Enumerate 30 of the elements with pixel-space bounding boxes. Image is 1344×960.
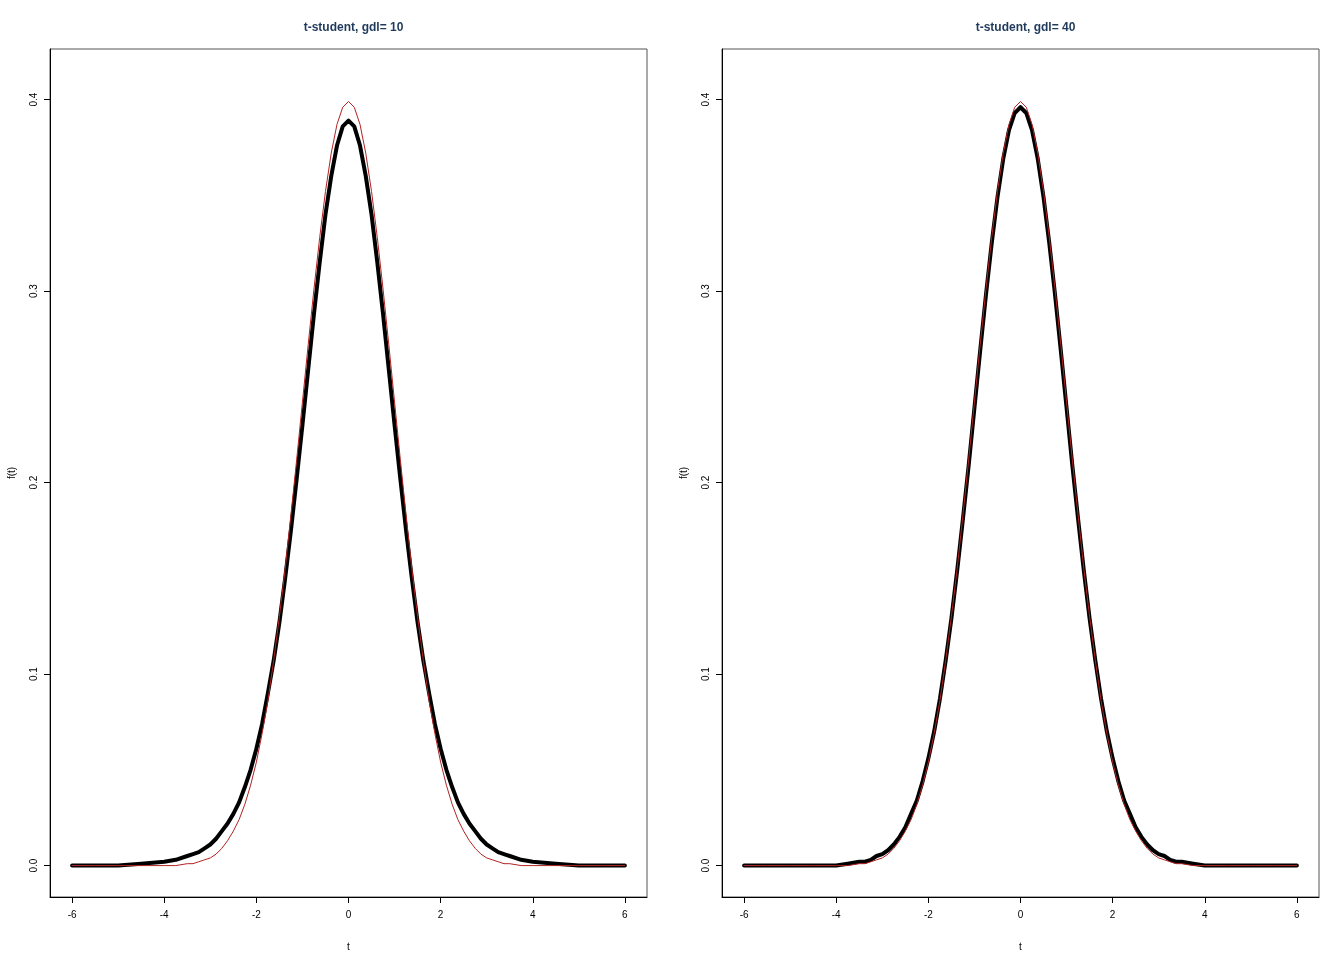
y-tick-label: 0.4 bbox=[27, 92, 39, 107]
y-axis-title: f(t) bbox=[677, 466, 689, 480]
x-tick-label: 2 bbox=[437, 908, 444, 920]
y-tick-label: 0.3 bbox=[27, 283, 39, 299]
y-tick-label: 0.0 bbox=[699, 858, 711, 873]
x-tick-label: -4 bbox=[159, 908, 170, 920]
y-tick-label: 0.0 bbox=[27, 858, 39, 873]
x-tick-label: 0 bbox=[345, 908, 352, 920]
x-tick-label: -2 bbox=[251, 908, 262, 920]
x-tick-label: 0 bbox=[1017, 908, 1024, 920]
y-axis-title: f(t) bbox=[5, 466, 17, 480]
x-tick-label: -6 bbox=[739, 908, 749, 920]
y-tick-label: 0.2 bbox=[699, 475, 711, 490]
x-tick-label: -6 bbox=[67, 908, 77, 920]
y-tick-label: 0.1 bbox=[27, 666, 39, 682]
y-tick-label: 0.4 bbox=[699, 92, 711, 107]
x-tick-label: 4 bbox=[529, 908, 536, 920]
y-tick-label: 0.1 bbox=[699, 666, 711, 682]
x-axis-title: t bbox=[347, 940, 351, 952]
chart-title: t-student, gdl= 40 bbox=[975, 20, 1076, 34]
x-tick-label: 4 bbox=[1201, 908, 1208, 920]
x-tick-label: -4 bbox=[831, 908, 842, 920]
chart-title: t-student, gdl= 10 bbox=[303, 20, 404, 34]
x-tick-label: -2 bbox=[923, 908, 934, 920]
x-tick-label: 6 bbox=[622, 908, 629, 920]
x-tick-label: 6 bbox=[1294, 908, 1301, 920]
x-axis-title: t bbox=[1019, 940, 1023, 952]
y-tick-label: 0.3 bbox=[699, 283, 711, 299]
y-tick-label: 0.2 bbox=[27, 475, 39, 490]
x-tick-label: 2 bbox=[1109, 908, 1116, 920]
